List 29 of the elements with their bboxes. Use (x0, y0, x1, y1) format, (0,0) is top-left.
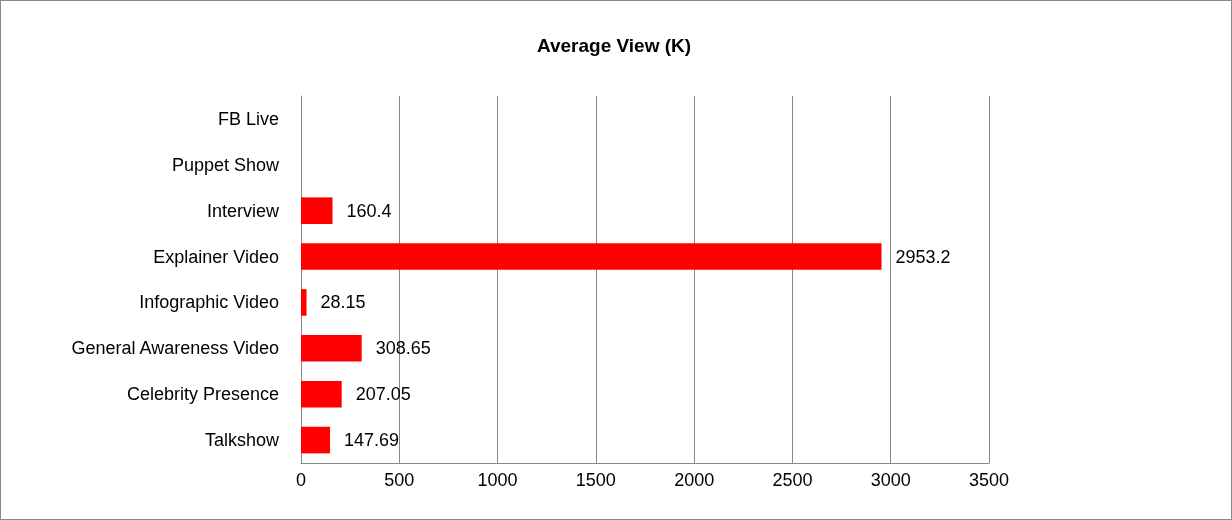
bar (301, 335, 362, 362)
y-tick-label: Explainer Video (153, 246, 279, 267)
bar (301, 197, 333, 224)
data-label: 28.15 (320, 292, 366, 313)
x-tick-label: 3000 (870, 470, 911, 490)
bar (301, 380, 342, 408)
x-tick-label: 500 (384, 470, 415, 490)
y-tick-label: Celebrity Presence (126, 384, 279, 405)
bar (301, 426, 331, 454)
y-tick-label: FB Live (217, 108, 279, 129)
y-tick-label: Infographic Video (139, 292, 279, 313)
bar (301, 289, 307, 316)
data-label: 147.69 (344, 430, 400, 451)
x-tick-label: 0 (295, 470, 307, 490)
chart-title: Average View (K) (536, 35, 692, 56)
x-tick-label: 1000 (477, 470, 518, 490)
data-label: 207.05 (355, 384, 411, 405)
y-tick-label: Interview (206, 200, 280, 221)
x-tick-label: 1500 (575, 470, 616, 490)
y-tick-label: Puppet Show (171, 154, 280, 175)
x-tick-label: 2500 (772, 470, 813, 490)
bar (301, 243, 882, 270)
data-label: 2953.2 (895, 246, 951, 267)
data-label: 308.65 (375, 338, 431, 359)
data-label: 160.4 (346, 200, 392, 221)
x-tick-label: 2000 (674, 470, 715, 490)
x-tick-label: 3500 (968, 470, 1010, 490)
y-tick-label: Talkshow (204, 430, 280, 451)
y-tick-label: General Awareness Video (71, 338, 279, 359)
